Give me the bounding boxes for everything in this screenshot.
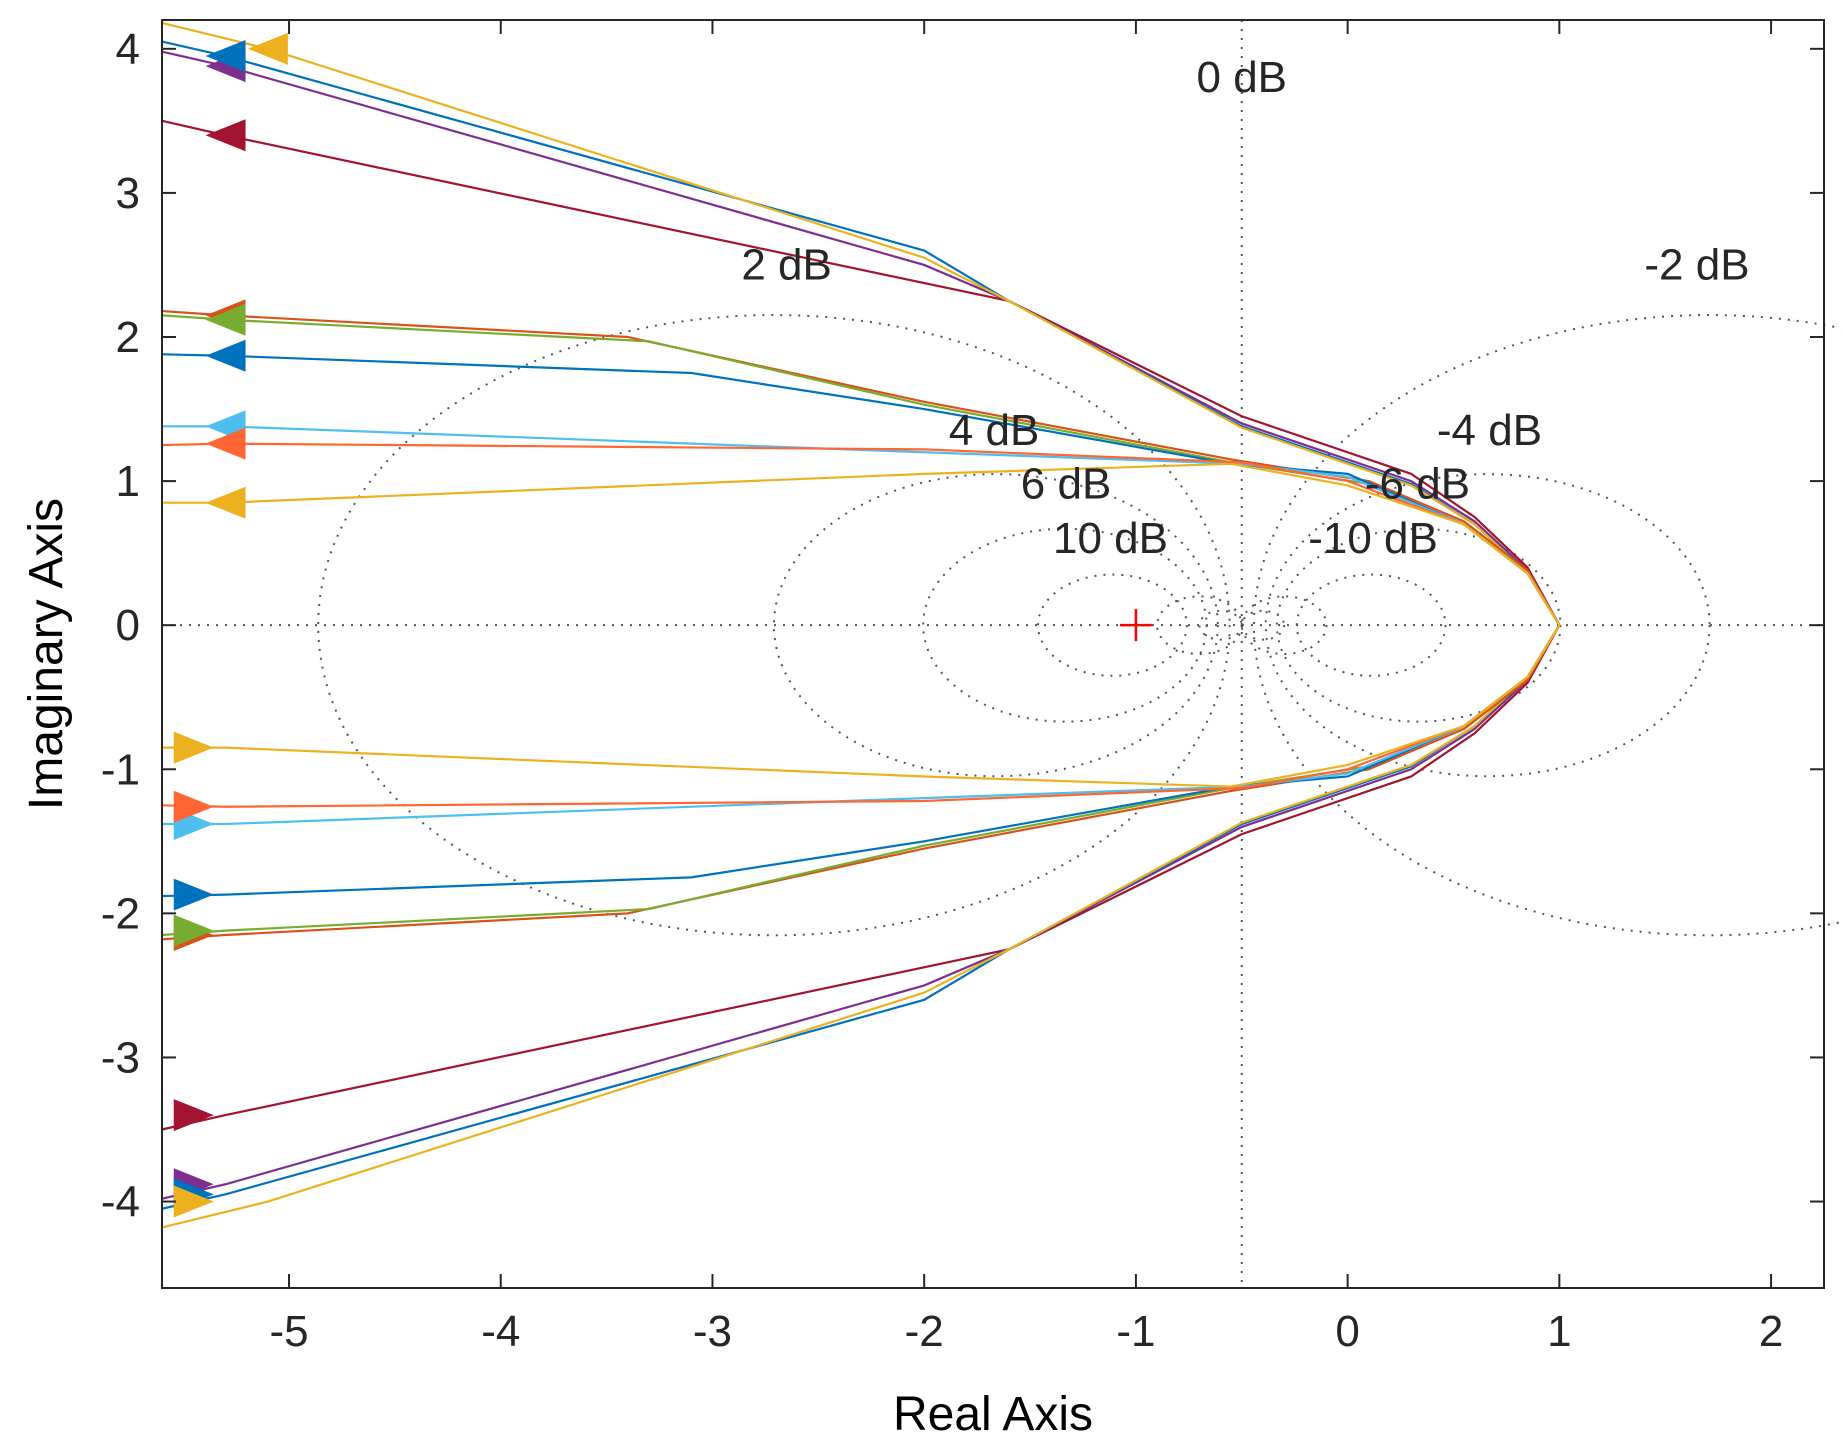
series-arrow: [205, 303, 246, 336]
series-arrow: [205, 40, 246, 73]
series-line: [161, 624, 1561, 1200]
series-line: [161, 50, 1561, 626]
db-label: -10 dB: [1308, 514, 1438, 563]
db-circle: [922, 527, 1208, 723]
series-arrow: [205, 486, 246, 519]
series-line: [162, 462, 1561, 626]
y-tick-label: -2: [101, 889, 140, 938]
x-axis-title: Real Axis: [893, 1388, 1093, 1441]
y-tick-label: 1: [116, 457, 140, 506]
y-axis-title: Imaginary Axis: [20, 498, 73, 810]
db-circle: [1198, 609, 1243, 641]
x-tick-label: 0: [1335, 1307, 1359, 1356]
db-circle: [1240, 609, 1286, 641]
axis-ticks: -5 -4 -3 -2 -1 0 1 2 -4 -3 -2 -1 0 1 2 3 4: [101, 20, 1824, 1356]
series-arrow: [173, 1099, 214, 1132]
y-tick-label: -3: [101, 1033, 140, 1082]
db-label: 6 dB: [1021, 459, 1112, 508]
series-arrow: [173, 731, 214, 764]
x-tick-label: -3: [693, 1307, 732, 1356]
y-tick-label: 3: [116, 169, 140, 218]
series-line: [161, 309, 1561, 626]
db-label: 0 dB: [1197, 53, 1288, 102]
db-label: 2 dB: [741, 240, 832, 289]
db-circle: [1036, 573, 1188, 677]
db-label: 4 dB: [949, 406, 1040, 455]
series-lines: [161, 21, 1561, 1229]
series-line: [161, 119, 1561, 626]
db-circle: [1275, 527, 1562, 723]
plot-frame: [161, 19, 1825, 1289]
db-label: 10 dB: [1053, 514, 1168, 563]
db-label: -6 dB: [1365, 459, 1470, 508]
series-arrow: [173, 914, 214, 947]
series-line: [162, 624, 1561, 788]
y-tick-label: -4: [101, 1178, 140, 1227]
db-circle: [1264, 473, 1711, 778]
x-tick-label: 1: [1547, 1307, 1571, 1356]
series-arrow: [247, 32, 288, 65]
x-tick-label: -4: [481, 1307, 520, 1356]
plot-background: [162, 20, 1824, 1288]
db-circle: [772, 473, 1219, 778]
y-tick-label: -1: [101, 745, 140, 794]
series-arrow: [205, 119, 246, 152]
x-tick-label: -1: [1116, 1307, 1155, 1356]
series-line: [161, 624, 1561, 941]
series-arrows: [173, 32, 288, 1218]
y-tick-label: 4: [116, 25, 140, 74]
db-label: -4 dB: [1437, 406, 1542, 455]
db-circle: [1295, 573, 1447, 677]
series-arrow: [173, 878, 214, 911]
db-grid: [162, 20, 1841, 1288]
critical-point: [1119, 609, 1152, 642]
x-tick-label: -5: [269, 1307, 308, 1356]
series-arrow: [205, 339, 246, 372]
db-circle: [1240, 595, 1328, 656]
y-tick-label: 2: [116, 313, 140, 362]
series-line: [161, 624, 1561, 1131]
db-labels: 2 dB 4 dB6 dB 10 dB 0 dB -2 dB -4 dB-6 dB -10 …: [741, 53, 1749, 563]
series-arrow: [173, 1185, 214, 1218]
x-tick-label: -2: [905, 1307, 944, 1356]
x-tick-label: 2: [1759, 1307, 1783, 1356]
series-arrow: [205, 427, 246, 460]
db-circle: [317, 314, 1231, 937]
db-label: -2 dB: [1644, 240, 1749, 289]
y-tick-label: 0: [116, 601, 140, 650]
series-arrow: [173, 790, 214, 823]
